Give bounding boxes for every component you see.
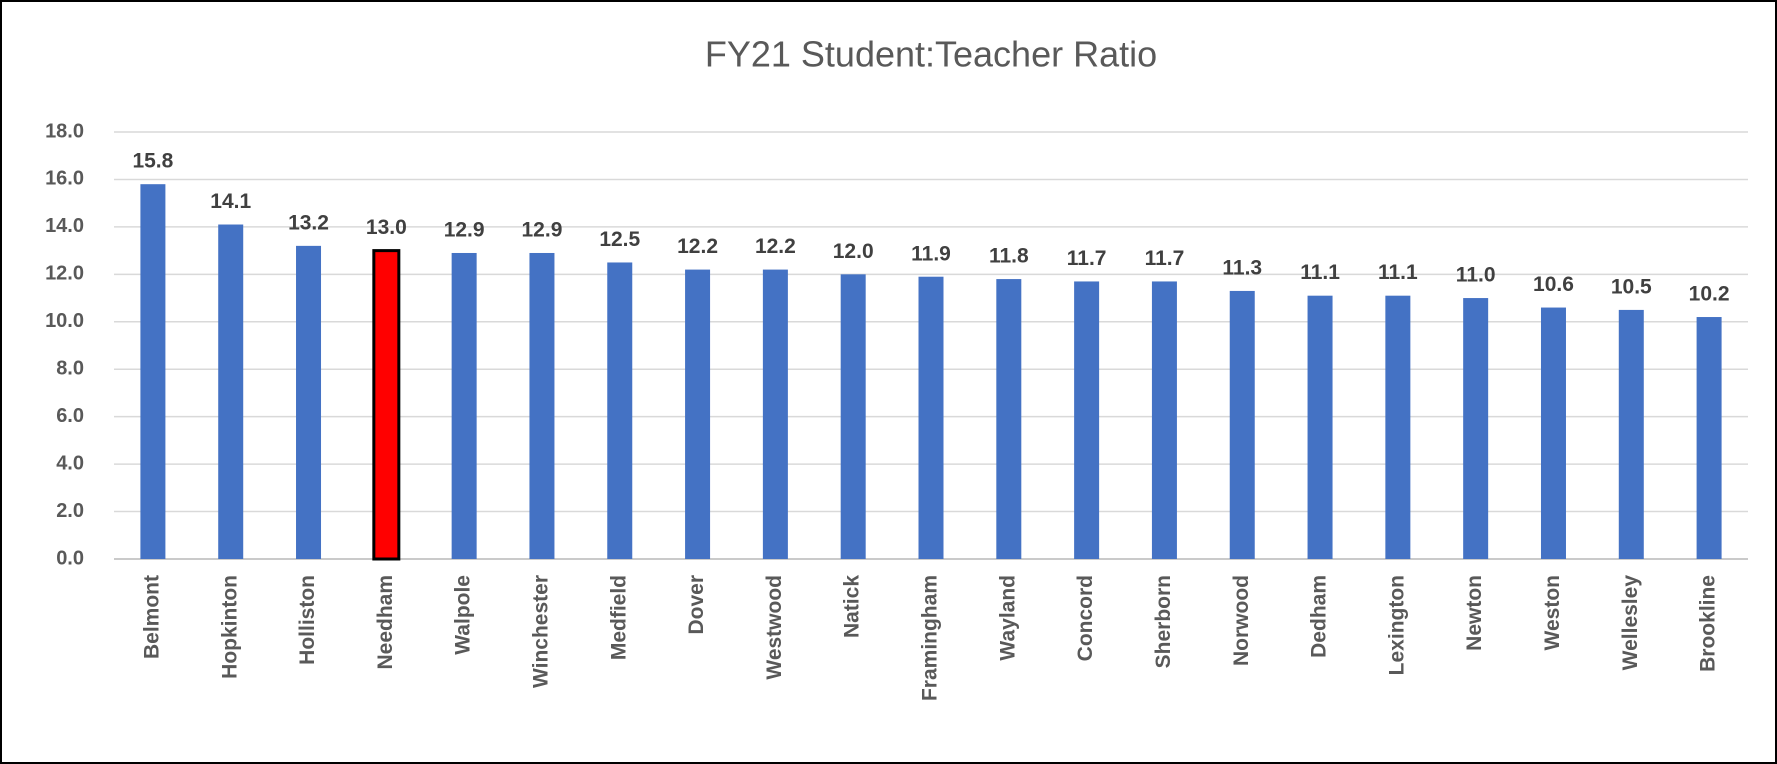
x-tick-label: Holliston: [296, 575, 319, 665]
y-tick-label: 4.0: [56, 452, 84, 474]
y-tick-label: 10.0: [45, 310, 84, 332]
x-tick-label: Norwood: [1230, 575, 1253, 666]
value-label: 12.9: [522, 219, 563, 242]
bar: [1074, 281, 1100, 559]
x-tick-label: Hopkinton: [218, 575, 241, 679]
x-tick-label: Natick: [841, 575, 864, 638]
bar: [372, 249, 401, 561]
bar: [1307, 295, 1333, 559]
x-tick-label: Concord: [1074, 575, 1097, 661]
value-label: 11.7: [1067, 247, 1107, 270]
x-tick-label: Needham: [374, 575, 397, 670]
bar: [996, 279, 1022, 559]
bar: [840, 274, 866, 559]
value-label: 12.5: [599, 228, 640, 251]
bar: [140, 184, 166, 559]
value-label: 11.8: [989, 245, 1029, 268]
x-tick-label: Westwood: [763, 575, 786, 680]
y-tick-label: 8.0: [56, 358, 84, 380]
bar: [685, 269, 711, 559]
bar: [1618, 309, 1644, 559]
bar: [451, 252, 477, 559]
value-label: 12.2: [677, 235, 718, 258]
bar: [1385, 295, 1411, 559]
y-tick-label: 2.0: [56, 500, 84, 522]
x-tick-label: Brookline: [1697, 575, 1720, 672]
value-label: 13.2: [288, 211, 329, 234]
y-tick-label: 18.0: [45, 120, 84, 142]
value-label: 11.1: [1300, 261, 1340, 284]
x-tick-label: Dover: [685, 575, 708, 635]
value-label: 12.2: [755, 235, 796, 258]
x-tick-label: Sherborn: [1152, 575, 1175, 668]
value-label: 13.0: [366, 216, 407, 239]
value-label: 11.9: [911, 242, 951, 265]
x-tick-label: Dedham: [1308, 575, 1331, 658]
value-label: 11.7: [1145, 247, 1185, 270]
bar: [1151, 281, 1177, 559]
bar: [1540, 307, 1566, 559]
y-tick-label: 6.0: [56, 405, 84, 427]
bar: [762, 269, 788, 559]
value-label: 12.9: [444, 219, 485, 242]
x-tick-label: Winchester: [529, 575, 552, 688]
x-tick-label: Framingham: [919, 575, 942, 701]
bar: [218, 224, 244, 559]
x-tick-label: Lexington: [1385, 575, 1408, 675]
y-tick-label: 12.0: [45, 263, 84, 285]
value-label: 10.2: [1689, 283, 1730, 306]
bar: [529, 252, 555, 559]
bar: [1229, 290, 1255, 559]
value-label: 11.1: [1378, 261, 1418, 284]
value-label: 10.5: [1611, 275, 1652, 298]
x-tick-label: Walpole: [452, 575, 475, 655]
value-label: 10.6: [1533, 273, 1574, 296]
bar: [918, 276, 944, 559]
value-label: 12.0: [833, 240, 874, 263]
value-label: 11.0: [1456, 264, 1496, 287]
bar: [1463, 298, 1489, 559]
bar: [1696, 317, 1722, 559]
x-tick-label: Newton: [1463, 575, 1486, 651]
value-label: 14.1: [210, 190, 251, 213]
x-tick-label: Weston: [1541, 575, 1564, 650]
x-tick-label: Wellesley: [1619, 575, 1642, 671]
bar: [607, 262, 633, 559]
x-tick-label: Wayland: [996, 575, 1019, 661]
y-tick-label: 14.0: [45, 215, 84, 237]
y-tick-label: 0.0: [56, 547, 84, 569]
value-label: 15.8: [132, 150, 173, 173]
value-label: 11.3: [1222, 256, 1262, 279]
bar: [296, 245, 322, 559]
chart-title: FY21 Student:Teacher Ratio: [705, 34, 1157, 75]
y-tick-label: 16.0: [45, 168, 84, 190]
x-tick-label: Medfield: [607, 575, 630, 660]
x-tick-label: Belmont: [140, 575, 163, 659]
